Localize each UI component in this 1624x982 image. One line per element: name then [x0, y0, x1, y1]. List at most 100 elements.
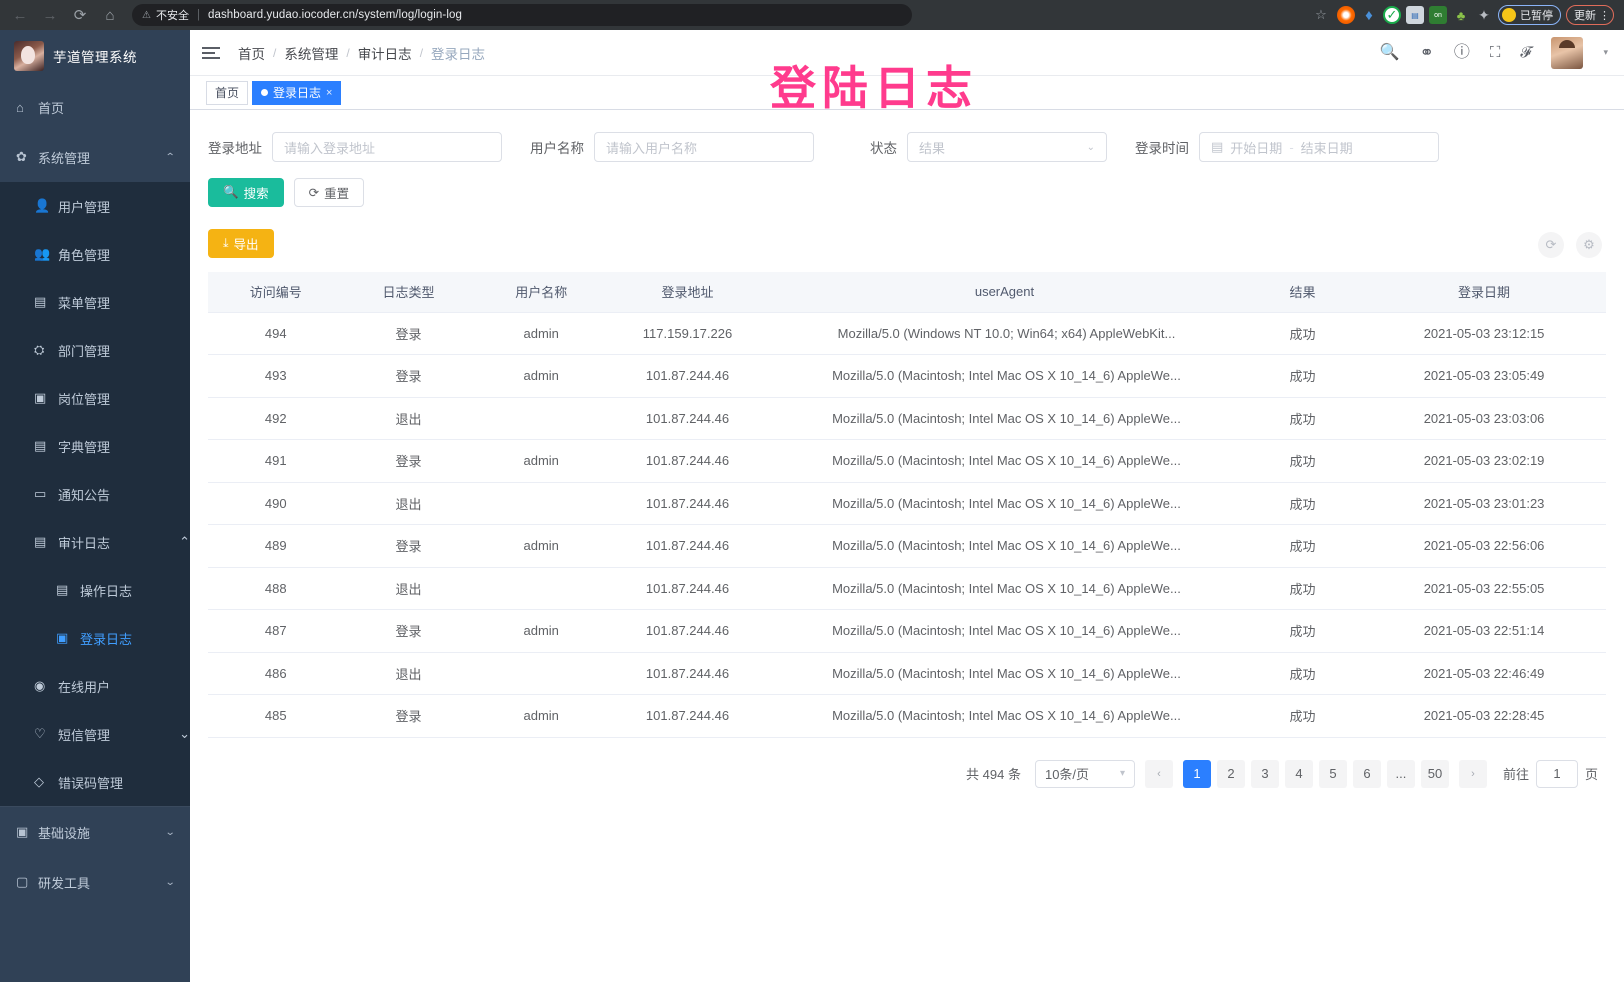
- sidebar-item-infrastructure[interactable]: ▣ 基础设施 ⌄: [0, 807, 190, 857]
- next-page-button[interactable]: ›: [1458, 759, 1487, 788]
- sidebar-item-online-user[interactable]: ◉ 在线用户: [0, 662, 190, 710]
- page-button-1[interactable]: 1: [1182, 759, 1211, 788]
- fullscreen-icon[interactable]: ⛶: [1489, 44, 1501, 61]
- login-time-daterange[interactable]: ▤ 开始日期 - 结束日期: [1199, 132, 1439, 162]
- chevron-down-icon[interactable]: ⌄: [164, 826, 176, 838]
- prev-page-button[interactable]: ‹: [1144, 759, 1173, 788]
- page-ellipsis[interactable]: ...: [1386, 759, 1415, 788]
- help-icon[interactable]: ⓘ: [1453, 43, 1470, 61]
- sidebar-bottom-menu: ▣ 基础设施 ⌄ ▢ 研发工具 ⌄: [0, 807, 190, 907]
- reset-button[interactable]: ⟳ 重置: [293, 178, 365, 207]
- sidebar-item-user-mgmt[interactable]: 👤 用户管理: [0, 182, 190, 230]
- username-input[interactable]: 请输入用户名称: [594, 132, 814, 162]
- breadcrumb-item-home[interactable]: 首页: [238, 46, 265, 62]
- export-button[interactable]: ⤓ 导出: [208, 229, 274, 258]
- chevron-up-icon[interactable]: ⌃: [179, 534, 190, 549]
- column-header-useragent[interactable]: userAgent: [766, 272, 1243, 313]
- column-settings-icon[interactable]: ⚙: [1576, 232, 1602, 258]
- page-button-3[interactable]: 3: [1250, 759, 1279, 788]
- login-address-input[interactable]: 请输入登录地址: [272, 132, 502, 162]
- avatar[interactable]: [1551, 36, 1584, 69]
- sidebar-item-dev-tools[interactable]: ▢ 研发工具 ⌄: [0, 857, 190, 907]
- breadcrumb-item-system[interactable]: 系统管理: [284, 46, 339, 62]
- page-button-2[interactable]: 2: [1216, 759, 1245, 788]
- column-header-type[interactable]: 日志类型: [343, 272, 474, 313]
- sidebar-item-department-mgmt[interactable]: ⛭ 部门管理: [0, 326, 190, 374]
- sidebar-item-role-mgmt[interactable]: 👥 角色管理: [0, 230, 190, 278]
- sidebar-toggle-icon[interactable]: [202, 46, 220, 59]
- chevron-down-icon[interactable]: ▾: [1603, 47, 1608, 57]
- column-header-date[interactable]: 登录日期: [1362, 272, 1606, 313]
- sidebar-item-dictionary-mgmt[interactable]: ▤ 字典管理: [0, 422, 190, 470]
- column-header-username[interactable]: 用户名称: [473, 272, 609, 313]
- table-row[interactable]: 487 登录 admin 101.87.244.46 Mozilla/5.0 (Maci…: [208, 609, 1606, 653]
- table-toolbar-right: ⟳ ⚙: [208, 232, 1606, 258]
- search-button[interactable]: 🔍 搜索: [208, 178, 284, 207]
- column-header-ip[interactable]: 登录地址: [608, 272, 767, 313]
- breadcrumb-item-audit[interactable]: 审计日志: [357, 46, 412, 62]
- sidebar-item-login-log[interactable]: ▣ 登录日志: [0, 614, 190, 662]
- reload-icon[interactable]: ⟳: [73, 7, 87, 24]
- tab-login-log[interactable]: 登录日志 ×: [252, 80, 342, 105]
- chevron-down-icon[interactable]: ⌄: [179, 726, 190, 741]
- extension-icon-2[interactable]: ♦: [1365, 6, 1373, 24]
- home-icon[interactable]: ⌂: [105, 6, 115, 24]
- extension-icon-3[interactable]: ✓: [1383, 6, 1401, 24]
- font-size-icon[interactable]: 𝓕: [1520, 44, 1532, 61]
- address-bar[interactable]: ⚠ 不安全 | dashboard.yudao.iocoder.cn/syste…: [132, 4, 912, 26]
- extension-icon-1[interactable]: [1337, 6, 1355, 24]
- table-row[interactable]: 489 登录 admin 101.87.244.46 Mozilla/5.0 (Maci…: [208, 524, 1606, 568]
- total-count-label: 共 494 条: [966, 767, 1021, 782]
- page-button-4[interactable]: 4: [1284, 759, 1313, 788]
- sidebar-item-notice[interactable]: ▭ 通知公告: [0, 470, 190, 518]
- status-select[interactable]: 结果 ⌄: [907, 132, 1107, 162]
- cell-id: 490: [208, 482, 344, 525]
- cell-date: 2021-05-03 23:12:15: [1362, 312, 1606, 355]
- extension-icon-5[interactable]: on: [1429, 6, 1447, 24]
- sidebar-item-post-mgmt[interactable]: ▣ 岗位管理: [0, 374, 190, 422]
- sidebar-item-error-code[interactable]: ◇ 错误码管理: [0, 758, 190, 806]
- chevron-down-icon[interactable]: ⌄: [164, 876, 176, 888]
- table-row[interactable]: 491 登录 admin 101.87.244.46 Mozilla/5.0 (Maci…: [208, 439, 1606, 483]
- chevron-up-icon[interactable]: ⌃: [164, 151, 176, 163]
- sidebar-item-audit-log[interactable]: ▤ 审计日志 ⌃: [0, 518, 190, 566]
- page-size-select[interactable]: 10条/页 ▾: [1034, 759, 1135, 788]
- table-row[interactable]: 488 退出 101.87.244.46 Mozilla/5.0 (Macintosh…: [208, 567, 1606, 610]
- forward-icon[interactable]: →: [42, 6, 58, 24]
- table-row[interactable]: 486 退出 101.87.244.46 Mozilla/5.0 (Macintosh…: [208, 652, 1606, 695]
- bookmark-star-icon[interactable]: ☆: [1315, 7, 1327, 22]
- cell-date: 2021-05-03 22:56:06: [1362, 524, 1606, 568]
- extension-icon-6[interactable]: ♣: [1456, 7, 1466, 23]
- column-header-result[interactable]: 结果: [1242, 272, 1363, 313]
- page-jump-input[interactable]: 1: [1535, 759, 1578, 788]
- sidebar-item-sms-mgmt[interactable]: ♡ 短信管理 ⌄: [0, 710, 190, 758]
- table-row[interactable]: 490 退出 101.87.244.46 Mozilla/5.0 (Macintosh…: [208, 482, 1606, 525]
- cell-date: 2021-05-03 22:51:14: [1362, 609, 1606, 653]
- column-header-id[interactable]: 访问编号: [208, 272, 344, 313]
- kebab-menu-icon[interactable]: ⋮: [1599, 9, 1610, 22]
- extension-icon-4[interactable]: ▤: [1406, 6, 1424, 24]
- page-button-5[interactable]: 5: [1318, 759, 1347, 788]
- close-icon[interactable]: ×: [326, 86, 333, 99]
- refresh-icon[interactable]: ⟳: [1538, 232, 1564, 258]
- update-button[interactable]: 更新 ⋮: [1566, 5, 1614, 25]
- table-row[interactable]: 485 登录 admin 101.87.244.46 Mozilla/5.0 (Maci…: [208, 694, 1606, 738]
- sidebar-item-home[interactable]: ⌂ 首页: [0, 82, 190, 132]
- search-icon[interactable]: 🔍: [1379, 43, 1400, 61]
- back-icon[interactable]: ←: [12, 6, 28, 24]
- extensions-puzzle-icon[interactable]: ✦: [1478, 6, 1490, 23]
- github-icon[interactable]: ⚭: [1419, 43, 1434, 62]
- paused-badge[interactable]: 已暂停: [1498, 5, 1561, 25]
- tab-home[interactable]: 首页: [206, 80, 249, 105]
- table-row[interactable]: 492 退出 101.87.244.46 Mozilla/5.0 (Macintosh…: [208, 397, 1606, 440]
- sidebar-item-menu-mgmt[interactable]: ▤ 菜单管理: [0, 278, 190, 326]
- table-row[interactable]: 493 登录 admin 101.87.244.46 Mozilla/5.0 (Maci…: [208, 354, 1606, 398]
- table-row[interactable]: 494 登录 admin 117.159.17.226 Mozilla/5.0 (Win…: [208, 312, 1606, 355]
- page-button-6[interactable]: 6: [1352, 759, 1381, 788]
- page-button-50[interactable]: 50: [1420, 759, 1449, 788]
- input-placeholder: 请输入用户名称: [606, 140, 698, 156]
- sidebar-item-system[interactable]: ✿ 系统管理 ⌃: [0, 132, 190, 182]
- sidebar-item-operation-log[interactable]: ▤ 操作日志: [0, 566, 190, 614]
- chevron-down-icon: ⌄: [1086, 141, 1095, 153]
- sidebar-logo[interactable]: 芋道管理系统: [0, 30, 190, 82]
